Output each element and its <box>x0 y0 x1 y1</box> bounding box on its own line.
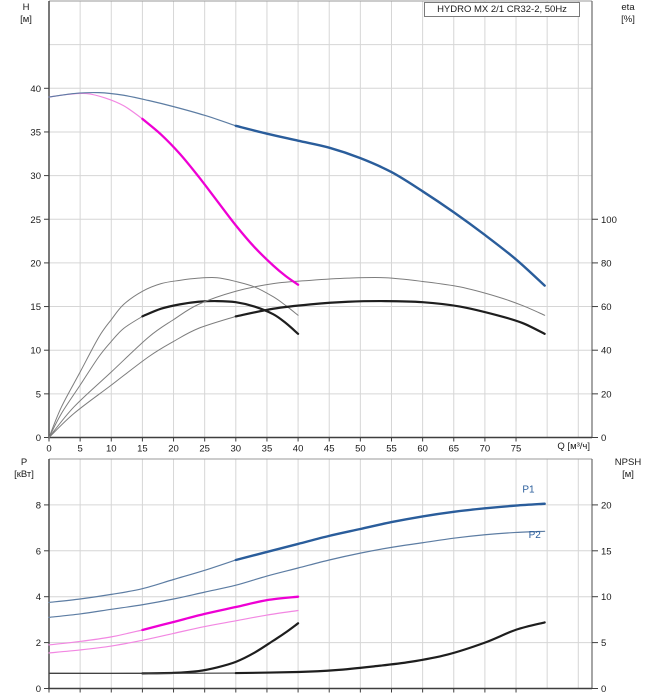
y-left-tick-label: 20 <box>30 258 41 269</box>
y-right-tick-label: 10 <box>601 592 612 603</box>
eta-1pump-curve <box>48 277 299 438</box>
x-tick-label: 35 <box>262 444 273 455</box>
eta-axis-label: eta [%] <box>621 2 635 25</box>
head-1pump-range-curve <box>48 92 144 120</box>
npsh-2pumps-duty-curve <box>234 621 546 675</box>
flow-axis-label: Q [м³/ч] <box>557 441 590 452</box>
x-tick-label: 0 <box>46 444 51 455</box>
power-axis-label: P [кВт] <box>14 457 34 480</box>
y-right-tick-label: 20 <box>601 500 612 511</box>
curve-label-p2: P2 <box>529 530 542 541</box>
x-tick-label: 75 <box>511 444 522 455</box>
x-tick-label: 30 <box>231 444 242 455</box>
head-2pumps-range-curve <box>48 91 237 127</box>
x-tick-label: 50 <box>355 444 366 455</box>
y-right-tick-label: 100 <box>601 215 617 226</box>
x-tick-label: 40 <box>293 444 304 455</box>
y-left-tick-label: 0 <box>36 684 41 695</box>
y-left-tick-label: 4 <box>36 592 41 603</box>
y-right-tick-label: 80 <box>601 258 612 269</box>
p2-1pump-curve <box>48 609 299 654</box>
eta-2pumps-total-curve <box>48 315 237 438</box>
y-right-tick-label: 15 <box>601 546 612 557</box>
x-tick-label: 5 <box>77 444 82 455</box>
p1-1pump-duty-curve <box>141 595 300 632</box>
y-left-tick-label: 6 <box>36 546 41 557</box>
y-left-tick-label: 5 <box>36 389 41 400</box>
x-tick-label: 55 <box>386 444 397 455</box>
y-left-tick-label: 0 <box>36 433 41 444</box>
y-left-tick-label: 40 <box>30 84 41 95</box>
chart-title-box: HYDRO MX 2/1 CR32-2, 50Hz <box>424 2 580 17</box>
x-tick-label: 25 <box>199 444 210 455</box>
y-left-tick-label: 25 <box>30 215 41 226</box>
x-tick-label: 70 <box>480 444 491 455</box>
y-left-tick-label: 10 <box>30 346 41 357</box>
p1-1pump-range-curve <box>48 629 144 646</box>
x-tick-label: 45 <box>324 444 335 455</box>
x-tick-label: 65 <box>448 444 459 455</box>
y-right-tick-label: 20 <box>601 389 612 400</box>
eta-1pump-total-duty-curve <box>141 299 300 335</box>
eta-2pumps-curve <box>48 277 546 438</box>
x-tick-label: 10 <box>106 444 117 455</box>
eta-2pumps-total-duty-curve <box>234 299 546 335</box>
p1-2pumps-range-curve <box>48 559 237 604</box>
p1-2pumps-duty-curve <box>234 502 546 562</box>
npsh-axis-label: NPSH [м] <box>614 457 642 480</box>
y-right-tick-label: 0 <box>601 684 606 695</box>
y-left-tick-label: 35 <box>30 127 41 138</box>
y-right-tick-label: 0 <box>601 433 606 444</box>
y-left-tick-label: 2 <box>36 638 41 649</box>
y-left-tick-label: 15 <box>30 302 41 313</box>
head-axis-label: H [м] <box>20 2 32 25</box>
curve-label-p1: P1 <box>522 484 535 495</box>
chart-title: HYDRO MX 2/1 CR32-2, 50Hz <box>437 4 567 15</box>
head-1pump-duty-curve <box>141 117 300 286</box>
y-right-tick-label: 40 <box>601 346 612 357</box>
y-right-tick-label: 5 <box>601 638 606 649</box>
y-right-tick-label: 60 <box>601 302 612 313</box>
y-left-tick-label: 30 <box>30 171 41 182</box>
x-tick-label: 60 <box>417 444 428 455</box>
p2-2pumps-curve <box>48 530 546 618</box>
npsh-1pump-duty-curve <box>141 622 300 675</box>
eta-1pump-total-curve <box>48 315 143 438</box>
x-tick-label: 20 <box>168 444 179 455</box>
head-2pumps-duty-curve <box>234 124 546 287</box>
x-tick-label: 15 <box>137 444 148 455</box>
y-left-tick-label: 8 <box>36 500 41 511</box>
